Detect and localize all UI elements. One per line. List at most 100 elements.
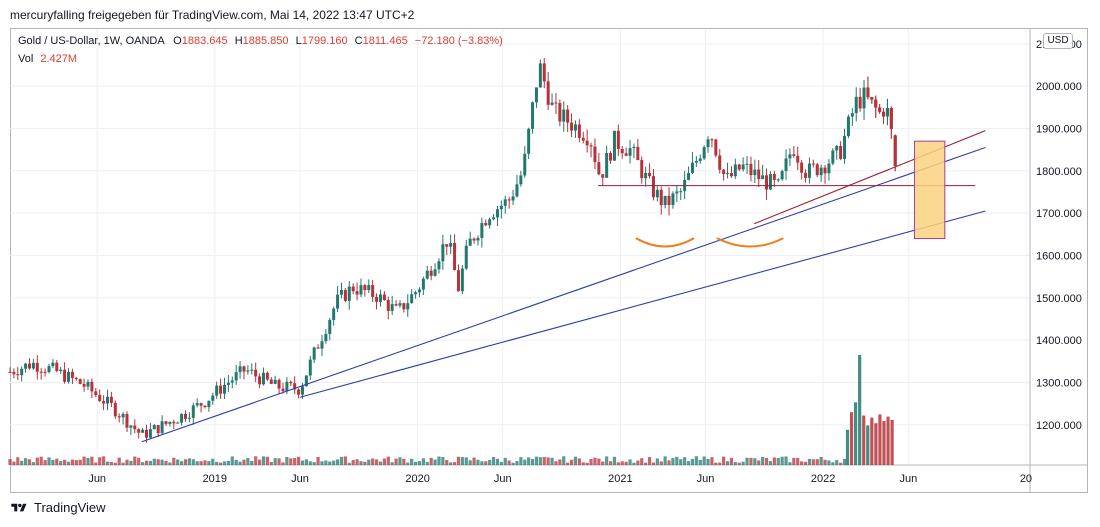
candle-body xyxy=(757,169,761,180)
candle-body xyxy=(784,158,788,172)
volume-bar xyxy=(238,461,242,465)
candle-body xyxy=(141,429,145,433)
x-tick-label: 2022 xyxy=(811,473,835,485)
volume-bar xyxy=(277,458,281,465)
volume-bar xyxy=(845,429,850,465)
volume-bar xyxy=(569,459,574,465)
volume-bar xyxy=(452,462,457,465)
volume-bar xyxy=(12,461,16,465)
candle-body xyxy=(86,381,90,387)
volume-bar xyxy=(421,458,425,465)
candle-body xyxy=(363,285,367,291)
volume-bar xyxy=(632,462,636,465)
footer: TradingView xyxy=(10,500,106,515)
volume-bar xyxy=(870,417,874,465)
volume-bar xyxy=(31,462,35,465)
candle-body xyxy=(12,372,16,375)
volume-bar xyxy=(117,457,121,465)
candle-body xyxy=(776,179,780,181)
x-tick-label: 2021 xyxy=(608,473,632,485)
candle-body xyxy=(690,162,694,173)
volume-bar xyxy=(429,457,433,465)
volume-bar xyxy=(281,462,285,465)
volume-bar xyxy=(347,462,351,465)
volume-bar xyxy=(35,457,39,465)
candle-body xyxy=(258,376,262,385)
volume-bar xyxy=(273,458,277,465)
candle-body xyxy=(679,191,683,193)
x-tick-label: Jun xyxy=(291,473,309,485)
candle-body xyxy=(191,405,195,418)
volume-bar xyxy=(386,456,390,465)
candle-body xyxy=(546,81,550,105)
volume-bar xyxy=(156,459,160,465)
volume-bar xyxy=(772,457,776,465)
volume-bar xyxy=(722,456,726,465)
volume-bar xyxy=(784,456,788,465)
candle-body xyxy=(316,347,320,349)
candle-body xyxy=(648,172,652,177)
candle-body xyxy=(164,421,168,424)
volume-bar xyxy=(519,457,523,465)
volume-bar xyxy=(133,456,137,465)
volume-bar xyxy=(683,457,687,465)
volume-bar xyxy=(737,462,741,465)
tradingview-brand: TradingView xyxy=(34,500,106,515)
currency-badge[interactable]: USD xyxy=(1043,33,1073,49)
volume-bar xyxy=(234,459,238,465)
volume-bar xyxy=(230,456,234,465)
candle-body xyxy=(55,362,59,372)
volume-bar xyxy=(686,461,691,465)
chart-frame[interactable] xyxy=(10,28,1088,493)
low-value: 1799.160 xyxy=(301,35,348,47)
volume-bar xyxy=(550,457,554,465)
volume-bar xyxy=(815,459,819,465)
volume-bar xyxy=(585,462,589,465)
volume-bar xyxy=(59,461,63,465)
candle-body xyxy=(788,154,792,159)
volume-bar xyxy=(312,462,316,465)
candle-body xyxy=(753,169,757,176)
volume-bar xyxy=(690,458,695,465)
open-label: O xyxy=(173,35,182,47)
volume-bar xyxy=(390,462,394,465)
candle-body xyxy=(398,303,402,306)
y-tick-label: 1500.000 xyxy=(1036,293,1082,305)
volume-bar xyxy=(768,461,773,465)
candle-body xyxy=(468,238,472,246)
candle-body xyxy=(464,245,468,269)
candle-body xyxy=(406,303,410,310)
volume-bar xyxy=(410,458,414,465)
volume-bar xyxy=(495,458,500,465)
volume-bar xyxy=(858,355,862,465)
volume-bar xyxy=(835,460,839,465)
candle-body xyxy=(414,292,418,295)
volume-bar xyxy=(82,456,86,465)
volume-bar xyxy=(788,462,792,465)
candle-body xyxy=(328,319,332,334)
candle-body xyxy=(347,286,351,301)
candle-body xyxy=(710,139,714,141)
candle-body xyxy=(445,244,449,247)
candle-body xyxy=(644,172,648,179)
candle-body xyxy=(281,388,285,392)
volume-bar xyxy=(62,459,67,465)
candle-body xyxy=(616,130,620,149)
volume-bar xyxy=(866,425,870,465)
candle-body xyxy=(16,374,20,376)
candle-body xyxy=(324,333,328,342)
volume-bar xyxy=(320,461,324,465)
volume-bar xyxy=(257,459,262,465)
volume-bar xyxy=(367,459,371,465)
share-header: mercuryfalling freigegeben für TradingVi… xyxy=(10,8,415,22)
volume-bar xyxy=(792,457,796,465)
candle-body xyxy=(359,285,363,295)
volume-bar xyxy=(332,460,336,465)
candle-body xyxy=(675,191,679,194)
volume-bar xyxy=(308,461,312,465)
candle-body xyxy=(59,369,63,372)
volume-bar xyxy=(441,456,445,465)
volume-bar xyxy=(398,457,402,465)
volume-bar xyxy=(129,460,133,465)
